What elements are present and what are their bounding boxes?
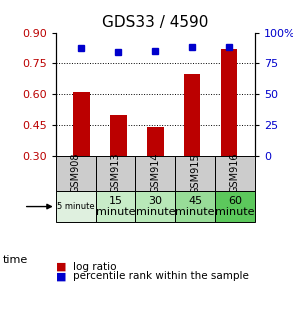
Bar (135, 191, 175, 222)
Text: GSM908: GSM908 (71, 153, 81, 194)
Bar (96, 156, 135, 191)
Bar (215, 191, 255, 222)
Bar (147, 127, 163, 156)
Bar (215, 156, 255, 191)
Text: log ratio: log ratio (73, 262, 117, 271)
Bar (175, 191, 215, 222)
Text: 45
minute: 45 minute (176, 196, 215, 217)
Text: ■: ■ (56, 262, 66, 271)
Text: ■: ■ (56, 271, 66, 281)
Text: time: time (3, 255, 28, 265)
Title: GDS33 / 4590: GDS33 / 4590 (102, 15, 209, 30)
Text: percentile rank within the sample: percentile rank within the sample (73, 271, 249, 281)
Bar (175, 156, 215, 191)
Bar (184, 74, 200, 156)
Text: 5 minute: 5 minute (57, 202, 94, 211)
Bar (110, 115, 127, 156)
Bar (56, 156, 96, 191)
Bar (96, 191, 135, 222)
Text: GSM916: GSM916 (230, 153, 240, 194)
Bar (73, 92, 90, 156)
Text: GSM914: GSM914 (150, 153, 160, 194)
Text: GSM913: GSM913 (110, 153, 120, 194)
Text: 60
minute: 60 minute (215, 196, 255, 217)
Bar (56, 191, 96, 222)
Text: 15
minute: 15 minute (96, 196, 135, 217)
Text: 30
minute: 30 minute (136, 196, 175, 217)
Bar (135, 156, 175, 191)
Text: GSM915: GSM915 (190, 153, 200, 194)
Bar (221, 49, 237, 156)
